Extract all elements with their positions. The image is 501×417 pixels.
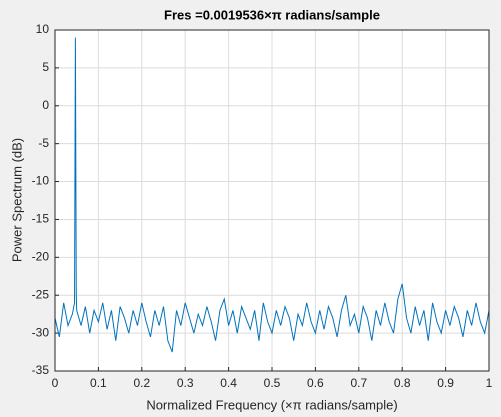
y-tick-label: -15 (32, 212, 50, 226)
axes-box (54, 29, 490, 372)
x-tick-label: 0.4 (220, 376, 237, 390)
x-tick-label: 0.7 (350, 376, 367, 390)
y-tick-label: -5 (38, 136, 49, 150)
x-axis-label: Normalized Frequency (×π radians/sample) (146, 397, 397, 412)
y-tick-label: 10 (36, 22, 50, 36)
x-tick-label: 0.8 (394, 376, 411, 390)
spectrum-line (54, 37, 490, 353)
y-tick-label: 5 (42, 60, 49, 74)
x-tick-label: 1 (486, 376, 493, 390)
y-tick-label: -25 (32, 287, 50, 301)
chart-title: Fres =0.0019536×π radians/sample (164, 7, 380, 22)
y-tick-label: 0 (42, 98, 49, 112)
y-tick-label: -35 (32, 363, 50, 377)
x-tick-label: 0.3 (177, 376, 194, 390)
x-tick-label: 0.9 (437, 376, 454, 390)
y-tick-label: -10 (32, 174, 50, 188)
x-tick-label: 0.2 (133, 376, 150, 390)
x-tick-label: 0.1 (90, 376, 107, 390)
y-tick-label: -20 (32, 250, 50, 264)
x-tick-label: 0.6 (307, 376, 324, 390)
x-tick-label: 0.5 (264, 376, 281, 390)
y-axis-label: Power Spectrum (dB) (9, 138, 24, 262)
y-tick-label: -30 (32, 325, 50, 339)
x-tick-label: 0 (52, 376, 59, 390)
